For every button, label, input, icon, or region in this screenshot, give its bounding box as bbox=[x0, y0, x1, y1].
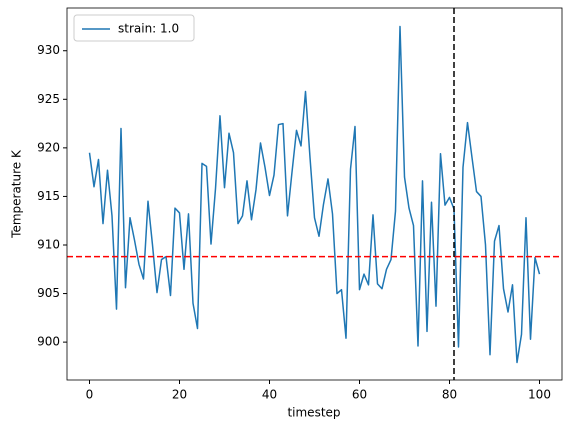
x-tick-label: 40 bbox=[262, 388, 277, 402]
y-tick-label: 930 bbox=[37, 43, 60, 57]
legend-label: strain: 1.0 bbox=[118, 22, 179, 36]
y-tick-label: 920 bbox=[37, 140, 60, 154]
x-tick-label: 100 bbox=[528, 388, 551, 402]
y-axis-label: Temperature K bbox=[10, 149, 24, 239]
x-tick-label: 0 bbox=[86, 388, 94, 402]
y-tick-label: 915 bbox=[37, 189, 60, 203]
y-tick-label: 925 bbox=[37, 92, 60, 106]
x-tick-label: 60 bbox=[352, 388, 367, 402]
x-tick-label: 80 bbox=[442, 388, 457, 402]
legend-box bbox=[73, 14, 195, 42]
y-tick-label: 900 bbox=[37, 335, 60, 349]
data-line bbox=[88, 25, 541, 364]
x-axis-label: timestep bbox=[287, 406, 340, 420]
y-tick-label: 905 bbox=[37, 286, 60, 300]
plot-frame bbox=[66, 7, 563, 381]
y-tick-label: 910 bbox=[37, 237, 60, 251]
x-tick-label: 20 bbox=[172, 388, 187, 402]
